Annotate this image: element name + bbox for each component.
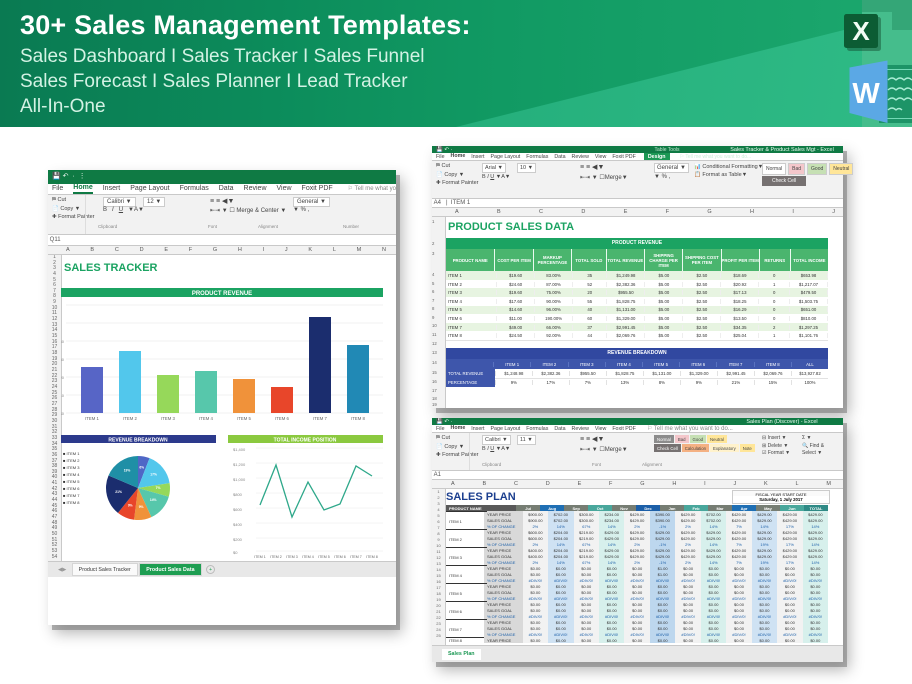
svg-text:9%: 9% bbox=[128, 503, 133, 507]
svg-text:6%: 6% bbox=[139, 465, 144, 469]
svg-text:W: W bbox=[852, 78, 880, 110]
svg-text:■ ITEM 3: ■ ITEM 3 bbox=[63, 465, 80, 470]
svg-text:$800: $800 bbox=[233, 492, 243, 497]
svg-text:$30: $30 bbox=[61, 357, 65, 362]
svg-text:$1,000: $1,000 bbox=[233, 477, 246, 482]
svg-text:ITEM 8: ITEM 8 bbox=[366, 555, 378, 559]
svg-text:$1,400: $1,400 bbox=[233, 447, 246, 452]
svg-text:TOTAL INCOME POSITION: TOTAL INCOME POSITION bbox=[274, 437, 337, 443]
svg-text:ITEM 5: ITEM 5 bbox=[318, 555, 330, 559]
svg-text:REVENUE BREAKDOWN: REVENUE BREAKDOWN bbox=[108, 437, 168, 443]
svg-text:$0: $0 bbox=[233, 550, 238, 555]
svg-text:ITEM 8: ITEM 8 bbox=[351, 416, 365, 421]
svg-text:$0: $0 bbox=[61, 411, 65, 416]
svg-text:ITEM 6: ITEM 6 bbox=[334, 555, 346, 559]
svg-text:■ ITEM 4: ■ ITEM 4 bbox=[63, 472, 80, 477]
svg-text:7%: 7% bbox=[156, 486, 161, 490]
svg-text:$10: $10 bbox=[61, 393, 65, 398]
svg-text:$600: $600 bbox=[233, 507, 243, 512]
svg-text:■ ITEM 5: ■ ITEM 5 bbox=[63, 479, 80, 484]
svg-text:■ ITEM 1: ■ ITEM 1 bbox=[63, 451, 80, 456]
svg-text:ITEM 6: ITEM 6 bbox=[275, 416, 289, 421]
svg-text:ITEM 4: ITEM 4 bbox=[302, 555, 314, 559]
svg-text:ITEM 3: ITEM 3 bbox=[161, 416, 175, 421]
svg-text:ITEM 7: ITEM 7 bbox=[313, 416, 327, 421]
svg-text:ITEM 1: ITEM 1 bbox=[85, 416, 99, 421]
svg-text:■ ITEM 6: ■ ITEM 6 bbox=[63, 486, 80, 491]
svg-text:ITEM 7: ITEM 7 bbox=[350, 555, 362, 559]
svg-text:■ ITEM 7: ■ ITEM 7 bbox=[63, 493, 80, 498]
svg-text:14%: 14% bbox=[150, 498, 157, 502]
svg-text:$20: $20 bbox=[61, 375, 65, 380]
svg-text:■ ITEM 2: ■ ITEM 2 bbox=[63, 458, 80, 463]
svg-text:ITEM 2: ITEM 2 bbox=[123, 416, 137, 421]
svg-text:ITEM 5: ITEM 5 bbox=[237, 416, 251, 421]
svg-text:ITEM 4: ITEM 4 bbox=[199, 416, 213, 421]
svg-text:X: X bbox=[852, 16, 870, 46]
svg-text:■ ITEM 8: ■ ITEM 8 bbox=[63, 500, 80, 505]
svg-text:19%: 19% bbox=[124, 468, 131, 472]
svg-text:PRODUCT REVENUE: PRODUCT REVENUE bbox=[192, 291, 252, 297]
svg-text:ITEM 2: ITEM 2 bbox=[270, 555, 282, 559]
svg-text:ITEM 3: ITEM 3 bbox=[286, 555, 298, 559]
svg-text:$40: $40 bbox=[61, 339, 65, 344]
svg-text:ITEM 1: ITEM 1 bbox=[254, 555, 266, 559]
svg-text:21%: 21% bbox=[115, 490, 122, 494]
svg-text:17%: 17% bbox=[150, 472, 157, 476]
svg-text:$200: $200 bbox=[233, 537, 243, 542]
svg-text:$400: $400 bbox=[233, 522, 243, 527]
svg-text:9%: 9% bbox=[139, 505, 144, 509]
svg-text:$1,200: $1,200 bbox=[233, 462, 246, 467]
